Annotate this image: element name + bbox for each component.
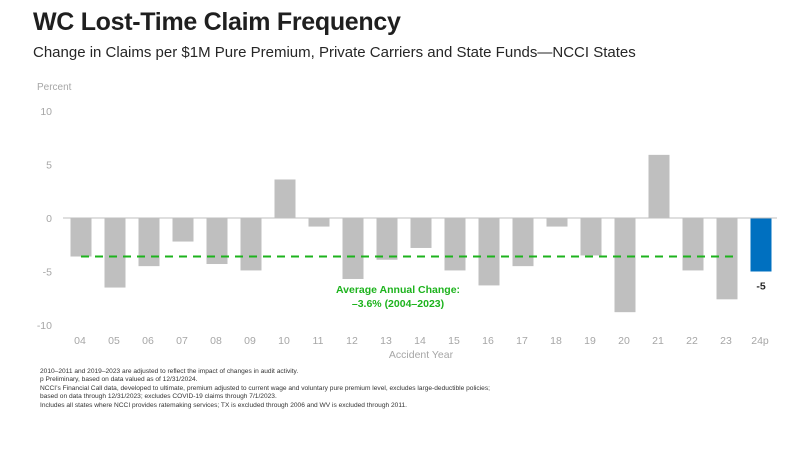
bar-04 (70, 218, 92, 257)
x-tick-label: 21 (652, 335, 664, 347)
y-tick-label: 10 (40, 106, 52, 118)
bar-12 (342, 218, 364, 279)
x-tick-label: 16 (482, 335, 494, 347)
bar-13 (376, 218, 398, 260)
bar-chart: Percent 10 5 0 -5 -10 Average Annual Change:… (37, 82, 777, 361)
bar-06 (138, 218, 160, 267)
bar-14 (410, 218, 432, 248)
x-tick-label: 15 (448, 335, 460, 347)
x-tick-label: 10 (278, 335, 290, 347)
bar-08 (206, 218, 228, 265)
bar-21 (648, 154, 670, 218)
footnote: p Preliminary, based on data valued as o… (40, 376, 198, 384)
bar-09 (240, 218, 262, 271)
x-axis-label: Accident Year (389, 349, 454, 361)
bar-15 (444, 218, 466, 271)
bar-07 (172, 218, 194, 242)
y-tick-label: 0 (46, 213, 52, 225)
x-tick-label: 12 (346, 335, 358, 347)
bar-18 (546, 218, 568, 227)
x-tick-label: 18 (550, 335, 562, 347)
y-tick-label: -10 (37, 320, 52, 332)
y-axis-label: Percent (37, 82, 72, 93)
bar-16 (478, 218, 500, 286)
footnote: NCCI’s Financial Call data, developed to… (40, 384, 490, 392)
x-tick-label: 19 (584, 335, 596, 347)
bar-05 (104, 218, 126, 288)
chart-title: WC Lost-Time Claim Frequency (33, 8, 401, 36)
x-tick-label: 20 (618, 335, 630, 347)
x-tick-label: 07 (176, 335, 188, 347)
x-tick-label: 14 (414, 335, 426, 347)
y-tick-label: 5 (46, 160, 52, 172)
x-tick-label: 06 (142, 335, 154, 347)
bar-19 (580, 218, 602, 256)
x-tick-label: 08 (210, 335, 222, 347)
x-tick-label: 22 (686, 335, 698, 347)
x-tick-label: 05 (108, 335, 120, 347)
y-axis-ticks: 10 5 0 -5 -10 (37, 106, 52, 332)
bar-17 (512, 218, 534, 267)
bar-20 (614, 218, 636, 313)
chart-subtitle: Change in Claims per $1M Pure Premium, P… (33, 44, 636, 61)
footnote: 2010–2011 and 2019–2023 are adjusted to … (40, 368, 299, 375)
x-tick-label: 17 (516, 335, 528, 347)
bar-22 (682, 218, 704, 271)
bar-23 (716, 218, 738, 300)
highlight-data-label: -5 (756, 281, 765, 293)
y-tick-label: -5 (43, 267, 52, 279)
x-tick-label: 24p (751, 335, 769, 347)
x-tick-label: 11 (313, 335, 324, 347)
x-tick-label: 23 (720, 335, 732, 347)
bar-10 (274, 179, 296, 218)
x-tick-label: 04 (74, 335, 86, 347)
footnote: Includes all states where NCCI provides … (40, 401, 408, 409)
footnote: based on data through 12/31/2023; exclud… (40, 393, 277, 401)
x-tick-label: 09 (244, 335, 256, 347)
bar-24p (750, 218, 772, 272)
average-label-line2: –3.6% (2004–2023) (352, 298, 444, 310)
footnotes: 2010–2011 and 2019–2023 are adjusted to … (40, 368, 490, 410)
bar-11 (308, 218, 330, 227)
average-label-line1: Average Annual Change: (336, 284, 460, 296)
x-axis-ticks: 04 05 06 07 08 09 10 11 12 13 14 15 16 17 18 19 20 21 22 23… (74, 335, 769, 347)
x-tick-label: 13 (380, 335, 392, 347)
